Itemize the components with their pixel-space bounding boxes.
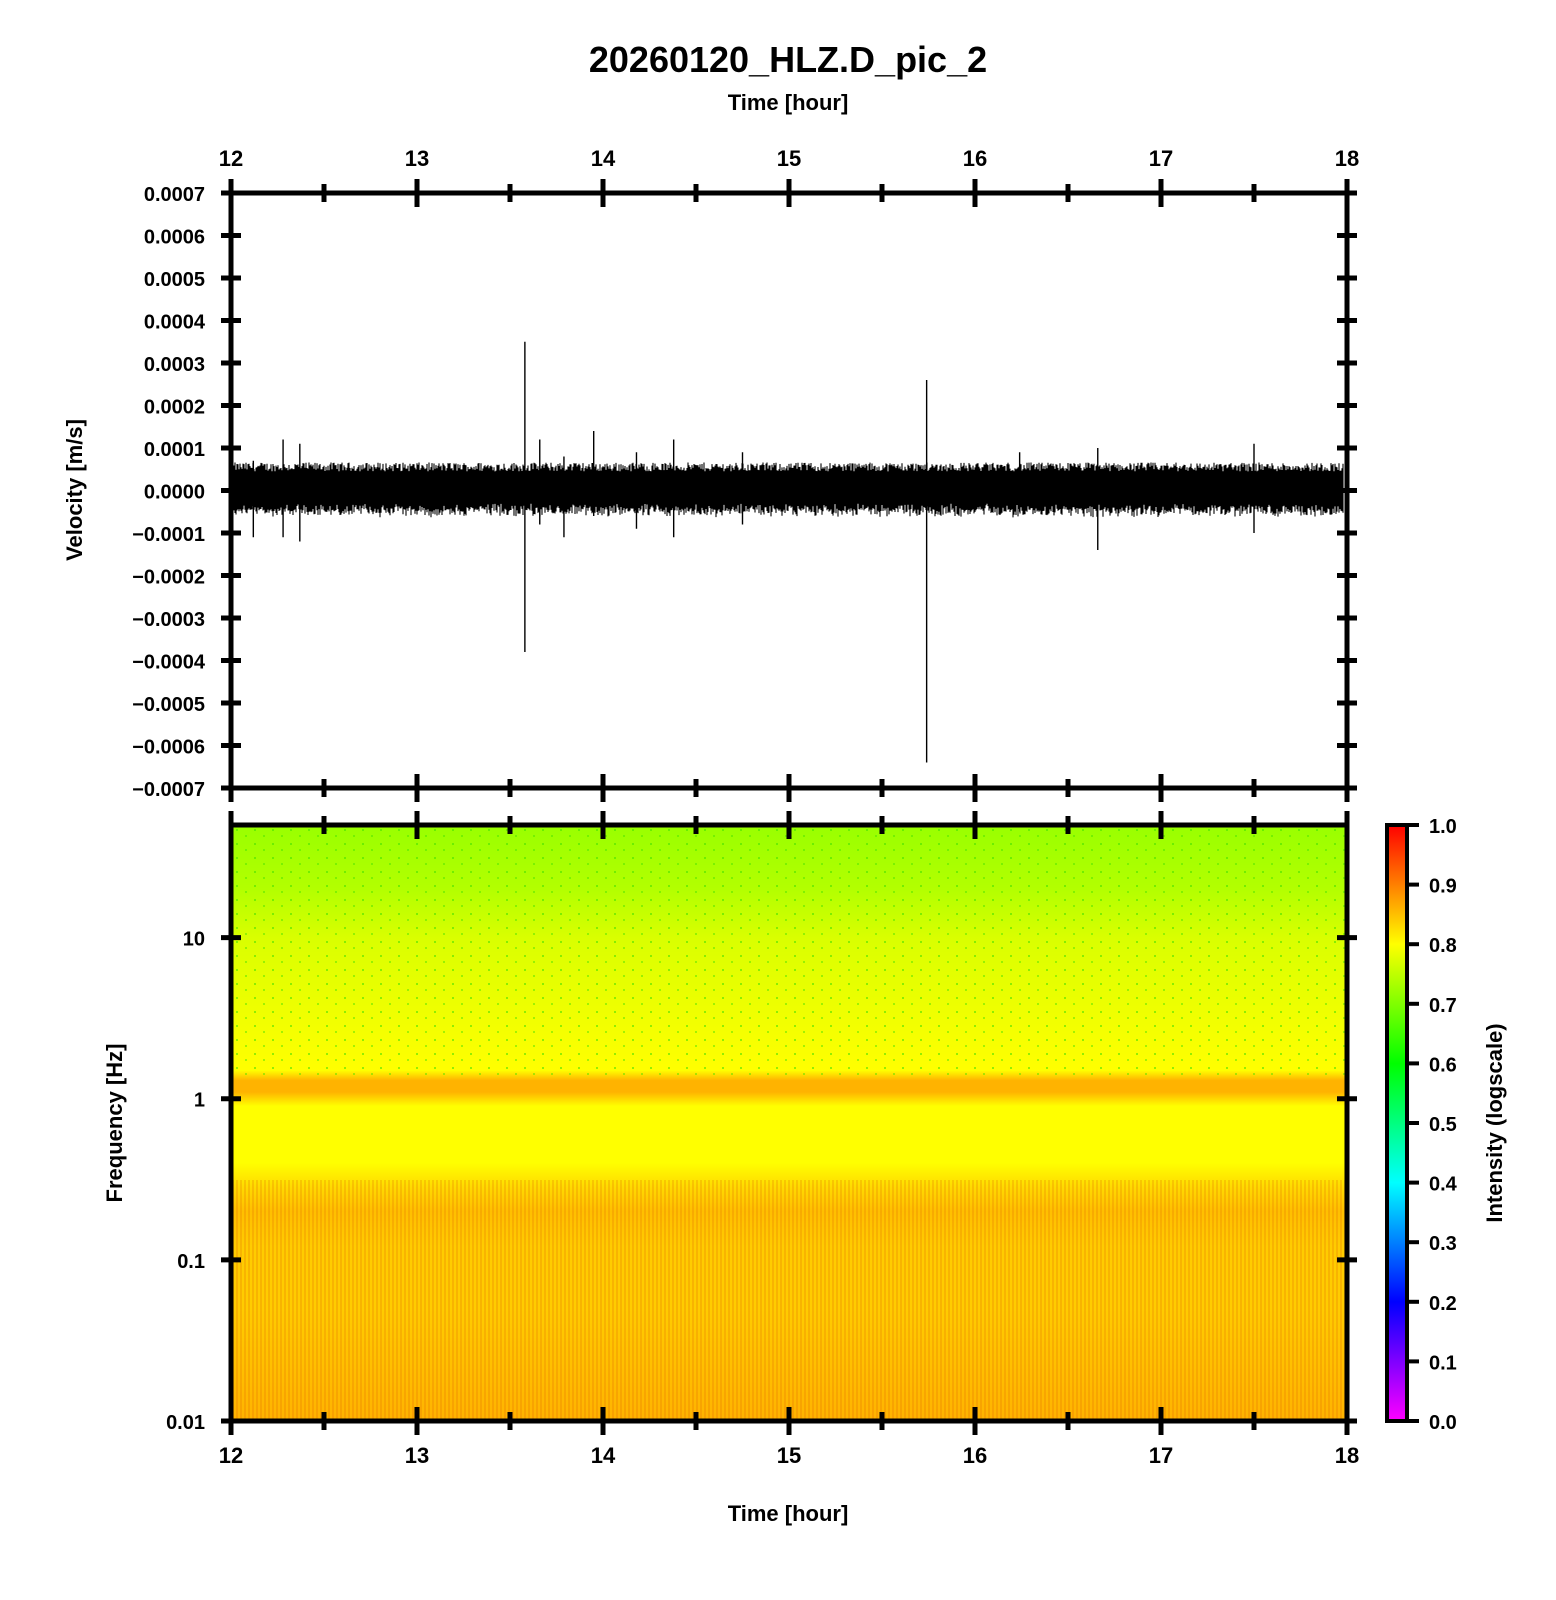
waveform-y-tick-label: −0.0007: [132, 779, 205, 801]
spectrogram-x-tick-label: 16: [963, 1443, 987, 1468]
waveform-x-tick-label: 17: [1149, 146, 1173, 171]
top-x-axis-label: Time [hour]: [728, 90, 849, 115]
waveform-y-tick-label: 0.0002: [144, 397, 205, 419]
colorbar-tick-label: 1.0: [1429, 816, 1457, 838]
waveform-y-tick-label: −0.0005: [132, 694, 205, 716]
colorbar-tick-label: 0.3: [1429, 1233, 1457, 1255]
spectrogram-x-tick-labels: 12 13 14 15 16 17 18: [219, 1443, 1359, 1468]
spectrogram-x-tick-label: 17: [1149, 1443, 1173, 1468]
spectrogram-y-tick-label: 0.01: [166, 1412, 205, 1434]
spectrogram-y-axis-label: Frequency [Hz]: [102, 1044, 127, 1203]
spectrogram-x-tick-label: 15: [777, 1443, 801, 1468]
colorbar-tick-label: 0.8: [1429, 935, 1457, 957]
waveform-x-tick-label: 12: [219, 146, 243, 171]
waveform-noise: [233, 462, 1344, 518]
colorbar: 1.0 0.9 0.8 0.7 0.6 0.5 0.4 0.3 0.2 0.1 0.0 Intens…: [1385, 816, 1507, 1434]
spectrogram-y-tick-label: 1: [194, 1090, 205, 1112]
waveform-x-tick-label: 16: [963, 146, 987, 171]
colorbar-tick-label: 0.4: [1429, 1174, 1458, 1196]
colorbar-gradient: [1385, 823, 1409, 1423]
colorbar-tick-label: 0.9: [1429, 876, 1457, 898]
waveform-trace: [233, 341, 1344, 763]
waveform-y-tick-label: −0.0001: [132, 524, 205, 546]
spectrogram-y-tick-label: 10: [183, 929, 205, 951]
spectrogram-frame: [228, 822, 1350, 1424]
waveform-x-tick-label: 13: [405, 146, 429, 171]
waveform-y-tick-label: 0.0005: [144, 269, 205, 291]
waveform-y-tick-label: −0.0006: [132, 737, 205, 759]
colorbar-tick-label: 0.7: [1429, 995, 1457, 1017]
spectrogram-striation: [231, 1180, 1347, 1421]
waveform-y-tick-labels: 0.0007 0.0006 0.0005 0.0004 0.0003 0.0002 0.00…: [132, 184, 206, 801]
waveform-y-tick-label: 0.0000: [144, 482, 205, 504]
waveform-y-tick-label: −0.0003: [132, 609, 205, 631]
colorbar-tick-label: 0.1: [1429, 1352, 1457, 1374]
spectrogram-x-tick-label: 18: [1335, 1443, 1359, 1468]
waveform-x-tick-label: 14: [591, 146, 616, 171]
spectrogram-speckle: [231, 825, 1347, 1075]
spectrogram-x-axis-label: Time [hour]: [728, 1501, 849, 1526]
colorbar-tick-label: 0.0: [1429, 1412, 1457, 1434]
waveform-y-tick-label: 0.0004: [144, 312, 206, 334]
spectrogram-panel: 12 13 14 15 16 17 18 10 1 0.1 0.01 Frequency [Hz]…: [102, 811, 1359, 1526]
waveform-x-tick-labels: 12 13 14 15 16 17 18: [219, 146, 1359, 171]
spectrogram-y-tick-labels: 10 1 0.1 0.01: [166, 929, 205, 1434]
waveform-y-tick-label: −0.0002: [132, 567, 205, 589]
waveform-y-tick-label: 0.0006: [144, 227, 205, 249]
colorbar-tick-label: 0.2: [1429, 1293, 1457, 1315]
colorbar-ticks: 1.0 0.9 0.8 0.7 0.6 0.5 0.4 0.3 0.2 0.1 0.0: [1407, 816, 1458, 1434]
waveform-y-tick-label: −0.0004: [132, 652, 206, 674]
spectrogram-x-tick-label: 14: [591, 1443, 616, 1468]
waveform-x-tick-label: 15: [777, 146, 801, 171]
waveform-frame: [228, 190, 1350, 791]
colorbar-tick-label: 0.5: [1429, 1114, 1457, 1136]
waveform-y-tick-label: 0.0001: [144, 439, 205, 461]
waveform-y-tick-label: 0.0007: [144, 184, 205, 206]
waveform-y-axis-label: Velocity [m/s]: [62, 419, 87, 561]
spectrogram-y-tick-label: 0.1: [177, 1251, 205, 1273]
waveform-y-tick-label: 0.0003: [144, 354, 205, 376]
spectrogram-x-tick-label: 12: [219, 1443, 243, 1468]
colorbar-label: Intensity (logscale): [1482, 1023, 1507, 1222]
colorbar-tick-label: 0.6: [1429, 1054, 1457, 1076]
waveform-x-tick-label: 18: [1335, 146, 1359, 171]
chart-title: 20260120_HLZ.D_pic_2: [589, 39, 987, 80]
waveform-panel: 12 13 14 15 16 17 18 0.00070.00060.00050.00040…: [62, 146, 1359, 802]
spectrogram-x-tick-label: 13: [405, 1443, 429, 1468]
